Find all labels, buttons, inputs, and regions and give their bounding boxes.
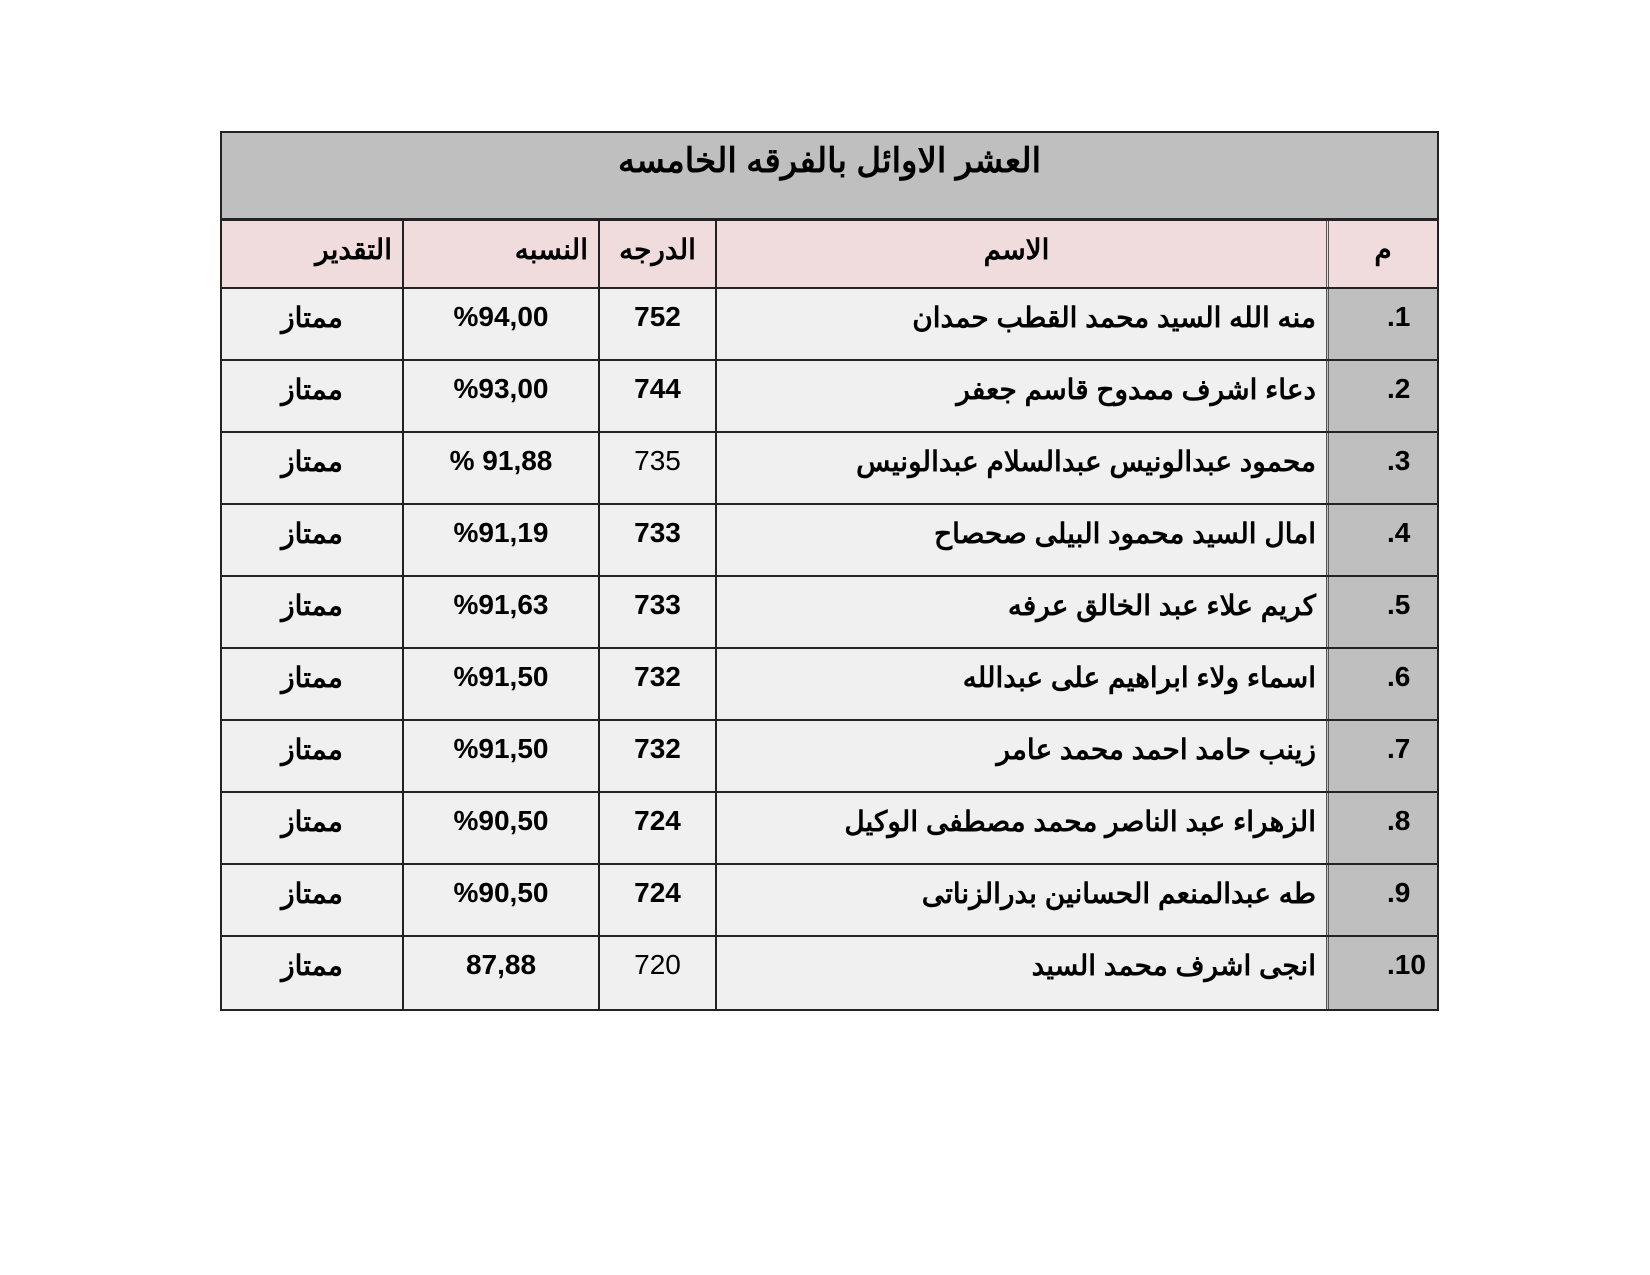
percent-cell: %90,50 (402, 865, 598, 935)
student-name: انجى اشرف محمد السيد (715, 937, 1326, 1009)
student-name: امال السيد محمود البيلى صحصاح (715, 505, 1326, 575)
estimate-cell: ممتاز (222, 793, 402, 863)
header-grade: الدرجه (598, 221, 715, 287)
table-row: 1. منه الله السيد محمد القطب حمدان 752 %94,… (222, 289, 1437, 361)
student-name: منه الله السيد محمد القطب حمدان (715, 289, 1326, 359)
grade-cell: 724 (598, 865, 715, 935)
estimate-cell: ممتاز (222, 433, 402, 503)
student-name: اسماء ولاء ابراهيم على عبدالله (715, 649, 1326, 719)
row-number: 1. (1326, 289, 1437, 359)
row-number: 9. (1326, 865, 1437, 935)
percent-cell: 87,88 (402, 937, 598, 1009)
percent-cell: %91,50 (402, 649, 598, 719)
row-number: 6. (1326, 649, 1437, 719)
student-name: كريم علاء عبد الخالق عرفه (715, 577, 1326, 647)
table-title: العشر الاوائل بالفرقه الخامسه (222, 133, 1437, 221)
estimate-cell: ممتاز (222, 289, 402, 359)
estimate-cell: ممتاز (222, 865, 402, 935)
table-row: 3. محمود عبدالونيس عبدالسلام عبدالونيس 735… (222, 433, 1437, 505)
grade-cell: 752 (598, 289, 715, 359)
table-row: 7. زينب حامد احمد محمد عامر 732 %91,50 ممتاز (222, 721, 1437, 793)
student-name: زينب حامد احمد محمد عامر (715, 721, 1326, 791)
table-row: 4. امال السيد محمود البيلى صحصاح 733 %91,19… (222, 505, 1437, 577)
header-name: الاسم (715, 221, 1326, 287)
grade-cell: 744 (598, 361, 715, 431)
row-number: 7. (1326, 721, 1437, 791)
student-name: طه عبدالمنعم الحسانين بدرالزناتى (715, 865, 1326, 935)
percent-cell: % 91,88 (402, 433, 598, 503)
row-number: 3. (1326, 433, 1437, 503)
estimate-cell: ممتاز (222, 721, 402, 791)
student-name: محمود عبدالونيس عبدالسلام عبدالونيس (715, 433, 1326, 503)
table-row: 2. دعاء اشرف ممدوح قاسم جعفر 744 %93,00 ممتا… (222, 361, 1437, 433)
percent-cell: %91,50 (402, 721, 598, 791)
header-estimate: التقدير (222, 221, 402, 287)
grade-cell: 724 (598, 793, 715, 863)
student-name: دعاء اشرف ممدوح قاسم جعفر (715, 361, 1326, 431)
table-row: 9. طه عبدالمنعم الحسانين بدرالزناتى 724 %90… (222, 865, 1437, 937)
percent-cell: %94,00 (402, 289, 598, 359)
table-body: 1. منه الله السيد محمد القطب حمدان 752 %94,… (222, 289, 1437, 1009)
grade-cell: 732 (598, 721, 715, 791)
table-row: 8. الزهراء عبد الناصر محمد مصطفى الوكيل 72… (222, 793, 1437, 865)
header-row: م الاسم الدرجه النسبه التقدير (222, 221, 1437, 289)
estimate-cell: ممتاز (222, 361, 402, 431)
student-name: الزهراء عبد الناصر محمد مصطفى الوكيل (715, 793, 1326, 863)
grade-cell: 733 (598, 505, 715, 575)
row-number: 10. (1326, 937, 1437, 1009)
percent-cell: %93,00 (402, 361, 598, 431)
grade-cell: 732 (598, 649, 715, 719)
table-row: 6. اسماء ولاء ابراهيم على عبدالله 732 %91,5… (222, 649, 1437, 721)
row-number: 2. (1326, 361, 1437, 431)
grade-cell: 735 (598, 433, 715, 503)
estimate-cell: ممتاز (222, 649, 402, 719)
percent-cell: %91,19 (402, 505, 598, 575)
row-number: 4. (1326, 505, 1437, 575)
header-num: م (1326, 221, 1437, 287)
row-number: 5. (1326, 577, 1437, 647)
top-ten-table: العشر الاوائل بالفرقه الخامسه م الاسم ال… (220, 131, 1439, 1011)
estimate-cell: ممتاز (222, 577, 402, 647)
row-number: 8. (1326, 793, 1437, 863)
percent-cell: %91,63 (402, 577, 598, 647)
grade-cell: 720 (598, 937, 715, 1009)
estimate-cell: ممتاز (222, 505, 402, 575)
header-percent: النسبه (402, 221, 598, 287)
table-row: 5. كريم علاء عبد الخالق عرفه 733 %91,63 ممتا… (222, 577, 1437, 649)
grade-cell: 733 (598, 577, 715, 647)
percent-cell: %90,50 (402, 793, 598, 863)
table-row: 10. انجى اشرف محمد السيد 720 87,88 ممتاز (222, 937, 1437, 1009)
estimate-cell: ممتاز (222, 937, 402, 1009)
